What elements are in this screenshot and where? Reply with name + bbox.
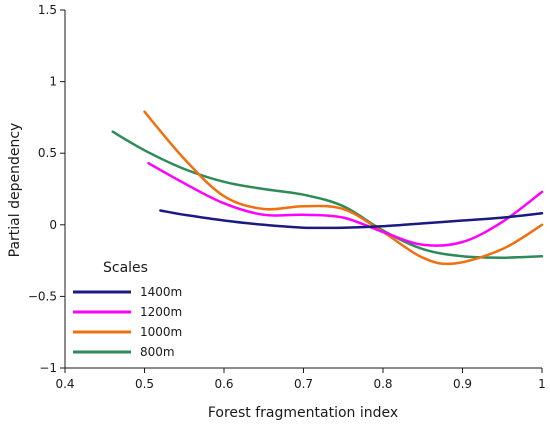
x-tick-label: 0.7 bbox=[294, 377, 313, 391]
x-axis-title: Forest fragmentation index bbox=[208, 405, 398, 421]
y-tick-label: 1 bbox=[49, 75, 57, 89]
y-tick-label: 0.5 bbox=[38, 146, 57, 160]
series-line-1200m bbox=[147, 161, 544, 247]
y-tick-label: 1.5 bbox=[38, 3, 57, 17]
x-tick-label: 0.8 bbox=[373, 377, 392, 391]
x-axis-ticks: 0.4 0.5 0.6 0.7 0.8 0.9 1 bbox=[55, 368, 546, 391]
series-line-800m bbox=[111, 130, 544, 259]
x-tick-label: 0.5 bbox=[135, 377, 154, 391]
axes bbox=[64, 10, 542, 369]
x-tick-label: 1 bbox=[538, 377, 546, 391]
legend: Scales 1400m 1200m 1000m 800m bbox=[73, 260, 182, 359]
y-tick-label: 0 bbox=[49, 218, 57, 232]
x-tick-label: 0.4 bbox=[55, 377, 74, 391]
y-axis-title: Partial dependency bbox=[7, 123, 23, 258]
legend-label-1000m: 1000m bbox=[140, 325, 182, 339]
series-line-1000m bbox=[143, 110, 544, 266]
legend-label-1200m: 1200m bbox=[140, 305, 182, 319]
x-tick-label: 0.6 bbox=[214, 377, 233, 391]
series-line-1400m bbox=[159, 209, 544, 230]
legend-label-800m: 800m bbox=[140, 345, 175, 359]
y-tick-label: −1 bbox=[39, 361, 57, 375]
legend-label-1400m: 1400m bbox=[140, 285, 182, 299]
series-lines bbox=[111, 110, 544, 266]
x-tick-label: 0.9 bbox=[453, 377, 472, 391]
y-axis-ticks: −1 −0.5 0 0.5 1 1.5 bbox=[28, 3, 65, 375]
y-tick-label: −0.5 bbox=[28, 289, 57, 303]
legend-title: Scales bbox=[103, 260, 148, 276]
